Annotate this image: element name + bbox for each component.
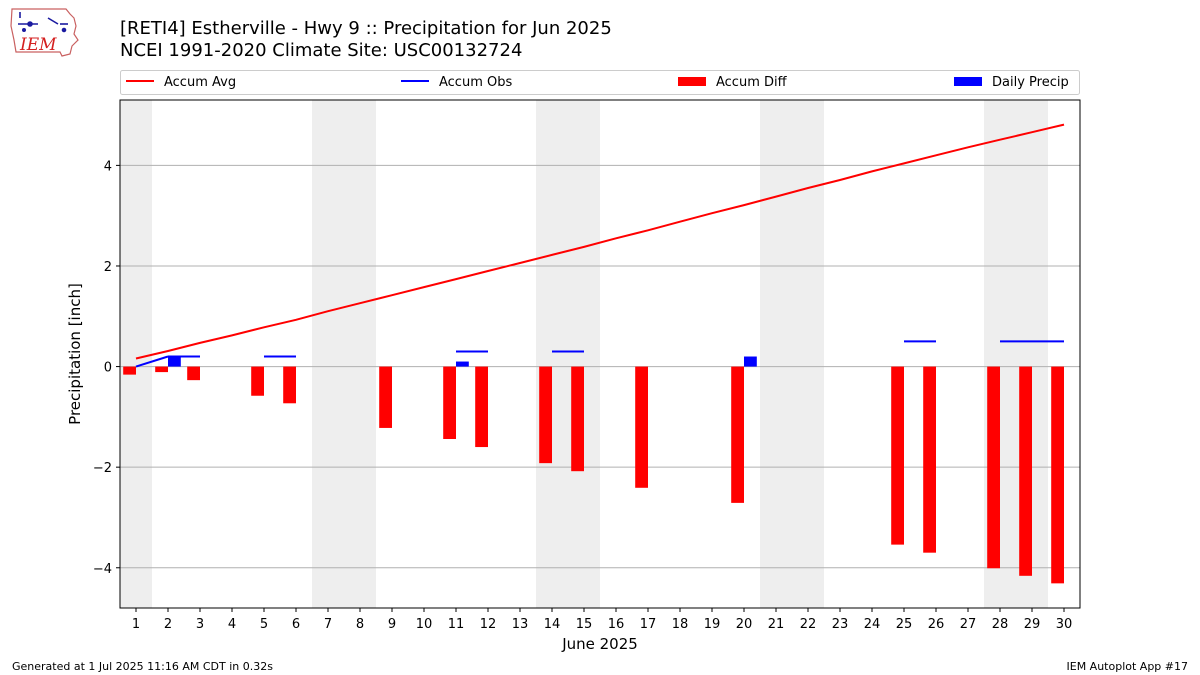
accum-diff-bar xyxy=(475,366,488,448)
weekend-shading xyxy=(760,100,824,608)
x-tick-label: 20 xyxy=(736,617,753,632)
accum-avg-line xyxy=(135,123,1065,360)
accum-diff-bar xyxy=(283,366,296,404)
accum-diff-bar xyxy=(1051,366,1064,584)
x-tick-label: 23 xyxy=(832,617,849,632)
x-tick-label: 28 xyxy=(992,617,1009,632)
legend-label: Daily Precip xyxy=(992,75,1069,90)
x-tick-label: 11 xyxy=(448,617,465,632)
accum-diff-bar xyxy=(123,366,136,375)
x-tick-label: 13 xyxy=(512,617,529,632)
x-tick-label: 22 xyxy=(800,617,817,632)
x-tick-label: 15 xyxy=(576,617,593,632)
x-tick-label: 10 xyxy=(416,617,433,632)
x-tick-label: 14 xyxy=(544,617,561,632)
legend-label: Accum Avg xyxy=(164,75,236,90)
legend-label: Accum Obs xyxy=(439,75,512,90)
iem-logo: IEM xyxy=(10,8,79,57)
x-tick-label: 2 xyxy=(164,617,172,632)
x-tick-label: 7 xyxy=(324,617,332,632)
x-tick-label: 4 xyxy=(228,617,236,632)
legend-swatch xyxy=(954,77,982,86)
x-tick-label: 30 xyxy=(1056,617,1073,632)
x-tick-label: 18 xyxy=(672,617,689,632)
logo-text: IEM xyxy=(19,35,57,55)
accum-obs-line xyxy=(135,355,169,368)
x-tick-label: 8 xyxy=(356,617,364,632)
x-tick-label: 24 xyxy=(864,617,881,632)
x-tick-label: 26 xyxy=(928,617,945,632)
daily-precip-bar xyxy=(744,356,757,367)
y-tick-label: 4 xyxy=(104,159,112,174)
accum-diff-bar xyxy=(731,366,744,503)
app-credit: IEM Autoplot App #17 xyxy=(1066,660,1189,673)
x-tick-label: 6 xyxy=(292,617,300,632)
y-tick-label: −2 xyxy=(93,461,112,476)
x-tick-label: 1 xyxy=(132,617,140,632)
y-axis-label: Precipitation [inch] xyxy=(66,283,84,425)
accum-diff-bar xyxy=(155,366,168,373)
daily-precip-bar xyxy=(168,356,181,367)
accum-diff-bar xyxy=(571,366,584,472)
x-tick-label: 5 xyxy=(260,617,268,632)
y-tick-label: 2 xyxy=(104,260,112,275)
x-tick-label: 16 xyxy=(608,617,625,632)
legend-swatch xyxy=(678,77,706,86)
weekend-shading xyxy=(120,100,152,608)
x-tick-label: 19 xyxy=(704,617,721,632)
x-tick-label: 12 xyxy=(480,617,497,632)
x-tick-label: 21 xyxy=(768,617,785,632)
accum-diff-bar xyxy=(891,366,904,545)
chart-title: [RETI4] Estherville - Hwy 9 :: Precipita… xyxy=(120,18,612,39)
x-tick-label: 9 xyxy=(388,617,396,632)
accum-diff-bar xyxy=(635,366,648,488)
x-tick-label: 29 xyxy=(1024,617,1041,632)
x-tick-label: 25 xyxy=(896,617,913,632)
accum-diff-bar xyxy=(923,366,936,553)
accum-diff-bar xyxy=(539,366,552,464)
accum-diff-bar xyxy=(987,366,1000,569)
plot-frame xyxy=(119,99,1081,609)
daily-precip-bar xyxy=(456,361,469,367)
x-axis-label: June 2025 xyxy=(561,635,638,653)
accum-diff-bar xyxy=(187,366,200,381)
weekend-shading xyxy=(312,100,376,608)
chart-subtitle: NCEI 1991-2020 Climate Site: USC00132724 xyxy=(120,40,523,61)
accum-diff-bar xyxy=(443,366,456,440)
accum-diff-bar xyxy=(1019,366,1032,576)
y-tick-label: −4 xyxy=(93,562,112,577)
legend-label: Accum Diff xyxy=(716,75,788,90)
generated-timestamp: Generated at 1 Jul 2025 11:16 AM CDT in … xyxy=(12,660,273,673)
x-tick-label: 17 xyxy=(640,617,657,632)
accum-diff-bar xyxy=(379,366,392,428)
accum-diff-bar xyxy=(251,366,264,396)
weekend-shading xyxy=(536,100,600,608)
legend-box xyxy=(120,70,1080,95)
x-tick-label: 27 xyxy=(960,617,977,632)
y-tick-label: 0 xyxy=(104,361,112,376)
x-tick-label: 3 xyxy=(196,617,204,632)
